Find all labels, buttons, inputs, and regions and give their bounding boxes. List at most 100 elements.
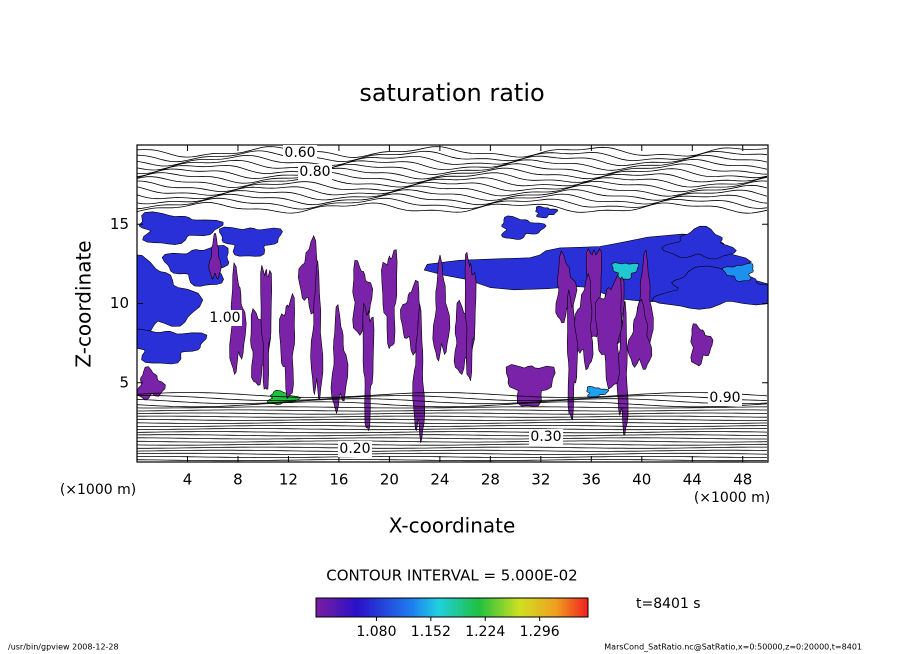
shaded-region	[586, 385, 610, 399]
label-bg	[338, 441, 372, 457]
shaded-region	[611, 262, 640, 280]
chart-title: saturation ratio	[359, 79, 544, 107]
contour-line	[137, 440, 768, 443]
x-tick-label: 32	[531, 471, 550, 489]
contour-line	[137, 154, 768, 167]
contour-field	[137, 146, 768, 462]
contour-line	[137, 428, 767, 431]
contour-label: 0.20	[339, 441, 370, 457]
x-tick-label: 16	[329, 471, 348, 489]
shaded-region	[137, 328, 208, 365]
colorbar-tick-label: 1.080	[356, 624, 396, 640]
contour-line	[137, 158, 768, 171]
footer-left: /usr/bin/gpview 2008-12-28	[8, 643, 119, 652]
shaded-region	[501, 215, 547, 240]
contour-line	[137, 431, 768, 434]
label-bg	[283, 145, 317, 161]
x-tick-label: 40	[632, 471, 651, 489]
shaded-region	[574, 272, 594, 371]
x-tick-label: 28	[481, 471, 500, 489]
x-tick-label: 12	[279, 471, 298, 489]
contour-line	[137, 437, 767, 440]
contour-label: 0.90	[709, 390, 740, 406]
footer-right: MarsCond_SatRatio.nc@SatRatio,x=0:50000,…	[604, 643, 862, 652]
contour-line	[137, 406, 768, 409]
contour-line	[137, 163, 768, 175]
contour-interval: CONTOUR INTERVAL = 5.000E-02	[326, 567, 577, 585]
shaded-region	[219, 226, 283, 257]
contour-line	[137, 418, 768, 421]
shaded-region	[626, 298, 653, 370]
shaded-region	[137, 254, 204, 339]
x-tick-label: 8	[233, 471, 243, 489]
shaded-region	[690, 323, 714, 367]
contour-line	[137, 189, 768, 201]
shaded-region	[279, 292, 296, 400]
contour-line	[137, 443, 767, 446]
contour-line	[137, 171, 768, 184]
contour-line	[137, 434, 768, 437]
label-bg	[208, 310, 242, 326]
contour-line	[137, 446, 767, 449]
y-axis-label: Z-coordinate	[72, 240, 96, 367]
contour-line	[137, 456, 767, 458]
y-tick-label: 15	[110, 215, 129, 233]
contour-line	[137, 201, 768, 214]
contour-label: 1.00	[209, 310, 240, 326]
x-tick-label: 4	[183, 471, 193, 489]
shaded-region	[381, 249, 398, 350]
shaded-region	[594, 274, 622, 390]
contour-line	[137, 449, 768, 452]
shaded-region	[464, 251, 477, 382]
x-unit: (×1000 m)	[694, 490, 770, 506]
shaded-region	[137, 366, 166, 401]
label-bg	[708, 390, 742, 406]
shaded-region	[535, 205, 559, 219]
y-unit: (×1000 m)	[60, 482, 136, 498]
contour-line	[137, 401, 768, 408]
contour-line	[137, 421, 767, 424]
label-bg	[298, 164, 332, 180]
shaded-region	[661, 225, 737, 260]
x-tick-label: 48	[733, 471, 752, 489]
x-tick-label: 24	[430, 471, 449, 489]
contour-label: 0.80	[299, 164, 330, 180]
contour-line	[137, 167, 768, 180]
shaded-region	[310, 260, 324, 399]
contour-label: 0.30	[530, 429, 561, 445]
contour-label: 0.60	[284, 145, 315, 161]
x-tick-label: 20	[380, 471, 399, 489]
contour-line	[137, 415, 767, 418]
contour-line	[137, 176, 768, 189]
contour-line	[137, 425, 768, 427]
contour-line	[137, 412, 768, 415]
shaded-region	[330, 304, 349, 415]
shaded-region	[722, 262, 754, 282]
contour-line	[137, 150, 768, 163]
colorbar-tick-label: 1.224	[465, 624, 505, 640]
colorbar-tick-label: 1.152	[411, 624, 451, 640]
label-bg	[529, 429, 563, 445]
x-tick-label: 36	[582, 471, 601, 489]
contour-line	[137, 459, 767, 462]
contour-line	[137, 184, 768, 197]
x-tick-label: 44	[683, 471, 702, 489]
contour-line	[137, 398, 768, 405]
contour-line	[137, 180, 768, 193]
colorbar-tick-label: 1.296	[520, 624, 560, 640]
contour-line	[137, 409, 767, 412]
shaded-region	[208, 233, 222, 280]
contour-line	[137, 395, 768, 401]
shaded-region	[432, 254, 451, 362]
shaded-region	[138, 211, 224, 245]
y-tick-label: 10	[110, 294, 129, 312]
contour-line	[137, 197, 768, 210]
shaded-region	[260, 265, 273, 390]
x-axis-label: X-coordinate	[389, 514, 516, 538]
contour-line	[137, 392, 768, 398]
contour-line	[137, 146, 768, 158]
colorbar	[315, 597, 589, 618]
time-label: t=8401 s	[636, 596, 701, 612]
contour-line	[137, 452, 768, 455]
